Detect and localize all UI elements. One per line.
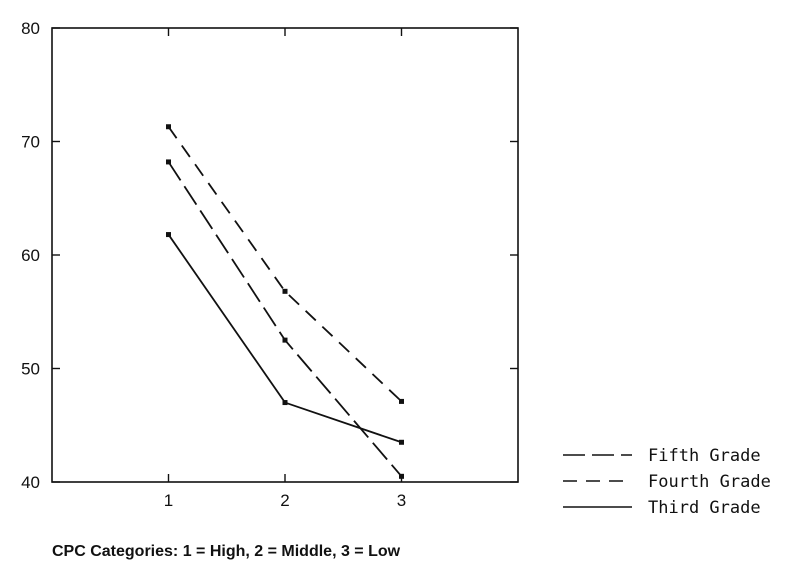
- legend-label-third-grade: Third Grade: [648, 498, 761, 518]
- x-tick-label: 1: [164, 491, 173, 510]
- y-tick-label: 40: [21, 473, 40, 492]
- y-axis-tick-labels: 40 50 60 70 80: [21, 19, 40, 492]
- y-tick-label: 60: [21, 246, 40, 265]
- data-point-third-grade: [399, 439, 404, 445]
- series-line-fourth-grade: [167, 126, 403, 403]
- legend-label-fourth-grade: Fourth Grade: [648, 472, 771, 492]
- series-line-fifth-grade: [167, 161, 403, 477]
- data-point-fourth-grade: [282, 288, 288, 294]
- x-tick-label: 3: [397, 491, 406, 510]
- plot-frame: [51, 27, 519, 483]
- data-point-fifth-grade: [282, 337, 288, 343]
- data-point-fourth-grade: [166, 124, 171, 130]
- data-point-third-grade: [166, 232, 171, 238]
- x-axis-tick-labels: 1 2 3: [164, 491, 406, 510]
- legend: Fifth Grade Fourth Grade Third Grade: [563, 446, 771, 518]
- data-point-fourth-grade: [399, 398, 404, 404]
- y-tick-label: 50: [21, 360, 40, 379]
- y-tick-label: 80: [21, 19, 40, 38]
- legend-label-fifth-grade: Fifth Grade: [648, 446, 761, 466]
- axis-ticks: [52, 27, 518, 483]
- data-point-fifth-grade: [399, 473, 404, 479]
- data-point-third-grade: [282, 400, 288, 406]
- series-lines: [166, 124, 404, 479]
- x-axis-title: CPC Categories: 1 = High, 2 = Middle, 3 …: [52, 543, 401, 560]
- y-tick-label: 70: [21, 133, 40, 152]
- data-point-fifth-grade: [166, 159, 171, 165]
- x-tick-label: 2: [280, 491, 289, 510]
